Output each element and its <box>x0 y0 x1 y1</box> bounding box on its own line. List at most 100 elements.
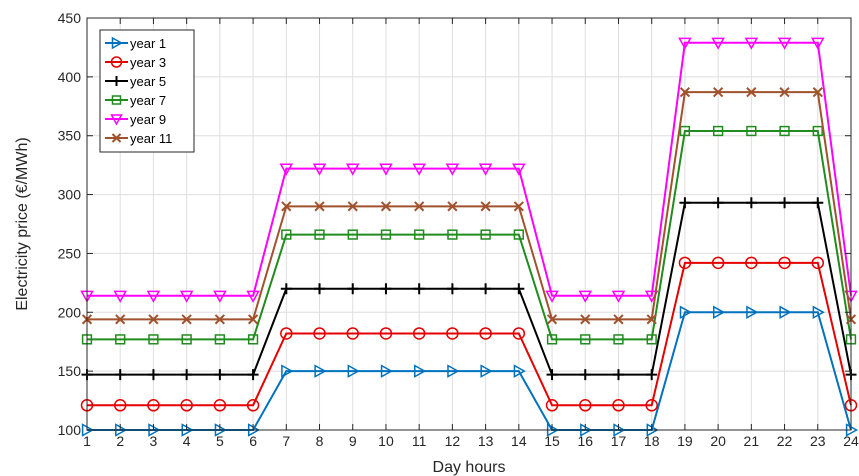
legend-item: year 9 <box>105 112 166 127</box>
legend-item: year 7 <box>105 93 166 108</box>
data-point <box>113 290 127 303</box>
data-point <box>646 314 657 325</box>
data-point <box>679 125 691 137</box>
data-point <box>379 163 393 176</box>
data-point <box>546 369 558 381</box>
data-point <box>447 201 458 212</box>
data-point <box>380 364 394 378</box>
x-tick-label: 13 <box>478 433 494 449</box>
data-point <box>114 369 126 381</box>
data-point <box>512 327 526 340</box>
data-point <box>713 87 724 98</box>
data-point <box>578 290 593 303</box>
legend-label: year 1 <box>130 36 166 51</box>
x-axis-label: Day hours <box>433 459 506 476</box>
data-point <box>746 305 759 320</box>
legend-item: year 3 <box>105 55 166 70</box>
data-point <box>746 125 757 137</box>
data-point <box>480 201 491 212</box>
data-point <box>281 364 294 378</box>
data-point <box>579 369 591 381</box>
data-point <box>414 229 425 240</box>
series-line <box>87 91 852 321</box>
x-tick-label: 3 <box>150 433 158 449</box>
x-tick-label: 14 <box>511 433 527 449</box>
data-point <box>347 283 359 295</box>
data-point <box>148 334 159 345</box>
data-point <box>111 36 124 50</box>
series-layer <box>80 37 859 437</box>
data-point <box>347 201 358 212</box>
data-point <box>613 314 624 325</box>
data-point <box>111 95 122 105</box>
x-tick-label: 6 <box>249 433 257 449</box>
series-year-11 <box>81 87 857 325</box>
data-point <box>280 283 292 295</box>
data-point <box>778 256 791 270</box>
data-point <box>612 399 625 412</box>
data-point <box>347 364 360 378</box>
y-tick-label: 300 <box>58 187 82 203</box>
data-point <box>179 290 194 303</box>
data-point <box>479 327 492 340</box>
data-point <box>446 327 459 340</box>
series-year-3 <box>80 256 858 412</box>
x-tick-label: 1 <box>83 433 91 449</box>
series-line <box>87 130 852 341</box>
legend-label: year 5 <box>130 74 166 89</box>
y-tick-label: 200 <box>58 304 82 320</box>
x-tick-label: 2 <box>116 433 124 449</box>
legend-label: year 11 <box>130 131 172 146</box>
data-point <box>345 163 360 176</box>
data-point <box>513 229 524 240</box>
y-tick-label: 350 <box>58 128 82 144</box>
data-point <box>414 201 425 212</box>
data-point <box>447 364 460 378</box>
data-point <box>313 327 326 340</box>
data-point <box>513 201 524 212</box>
data-point <box>447 229 458 240</box>
data-point <box>579 399 592 412</box>
data-point <box>646 334 657 345</box>
legend-label: year 3 <box>130 55 166 70</box>
data-point <box>679 197 691 209</box>
data-point <box>148 314 159 325</box>
legend-label: year 7 <box>130 93 166 108</box>
data-point <box>412 327 426 340</box>
data-point <box>812 125 823 137</box>
data-point <box>812 87 823 98</box>
series-line <box>87 261 852 407</box>
data-point <box>446 283 458 295</box>
x-tick-label: 12 <box>445 433 461 449</box>
data-point <box>110 56 123 68</box>
data-point <box>679 87 691 98</box>
data-point <box>812 197 824 209</box>
data-point <box>214 334 226 345</box>
y-tick-label: 100 <box>58 422 82 438</box>
x-tick-label: 20 <box>710 433 726 449</box>
x-tick-label: 17 <box>611 433 627 449</box>
data-point <box>413 283 425 295</box>
data-point <box>678 37 692 50</box>
legend-item: year 1 <box>105 36 166 51</box>
data-point <box>81 423 95 437</box>
data-point <box>380 201 392 212</box>
data-point <box>513 283 525 295</box>
data-point <box>412 163 426 176</box>
data-point <box>246 399 260 412</box>
data-point <box>746 87 757 98</box>
plot-frame <box>86 17 852 431</box>
data-point <box>646 369 658 381</box>
data-point <box>711 37 725 50</box>
y-axis-label: Electricity price (€/MWh) <box>14 137 31 310</box>
data-point <box>779 125 790 137</box>
data-point <box>745 197 757 209</box>
data-point <box>679 305 692 320</box>
data-point <box>312 163 327 176</box>
series-year-7 <box>81 125 857 345</box>
data-point <box>645 399 658 412</box>
data-point <box>512 163 526 176</box>
data-point <box>181 369 193 381</box>
data-point <box>347 229 358 240</box>
data-point <box>115 334 126 345</box>
